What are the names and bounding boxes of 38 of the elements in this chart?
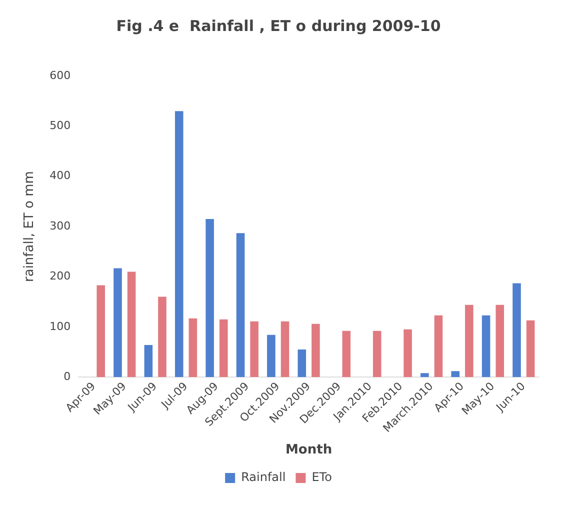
bar bbox=[236, 233, 245, 378]
bar bbox=[144, 344, 153, 378]
bar bbox=[127, 272, 136, 378]
bar bbox=[114, 268, 122, 378]
y-tick-label: 200 bbox=[50, 270, 71, 283]
bar bbox=[434, 315, 443, 378]
bar bbox=[250, 321, 258, 378]
bar bbox=[298, 349, 306, 378]
y-tick-label: 600 bbox=[50, 68, 71, 82]
y-tick-label: 400 bbox=[50, 169, 71, 182]
bar bbox=[206, 219, 214, 378]
bar bbox=[158, 296, 166, 378]
bar bbox=[482, 315, 490, 378]
bar bbox=[188, 318, 198, 378]
y-tick-label: 300 bbox=[50, 219, 71, 232]
legend-label: ETo bbox=[312, 470, 332, 484]
bar bbox=[96, 285, 105, 378]
chart-title: Fig .4 e Rainfall , ET o during 2009-10 bbox=[116, 16, 441, 35]
bar bbox=[280, 321, 290, 378]
bar bbox=[496, 304, 504, 378]
y-tick-label: 100 bbox=[50, 320, 71, 333]
x-axis-title: Month bbox=[286, 442, 332, 458]
y-tick-label: 500 bbox=[50, 119, 71, 132]
bar bbox=[512, 283, 521, 378]
legend-label: Rainfall bbox=[241, 470, 286, 484]
bar bbox=[420, 373, 429, 378]
bar bbox=[465, 304, 474, 378]
bar bbox=[312, 324, 320, 378]
bar bbox=[451, 371, 460, 378]
bar bbox=[526, 320, 535, 378]
bar bbox=[219, 319, 228, 378]
bar bbox=[342, 330, 351, 378]
bar bbox=[372, 330, 382, 378]
y-tick-label: 0 bbox=[64, 370, 71, 383]
bar bbox=[267, 334, 276, 378]
y-axis-title: rainfall, ET o mm bbox=[22, 171, 38, 282]
bar bbox=[174, 111, 184, 378]
bar bbox=[404, 329, 412, 378]
